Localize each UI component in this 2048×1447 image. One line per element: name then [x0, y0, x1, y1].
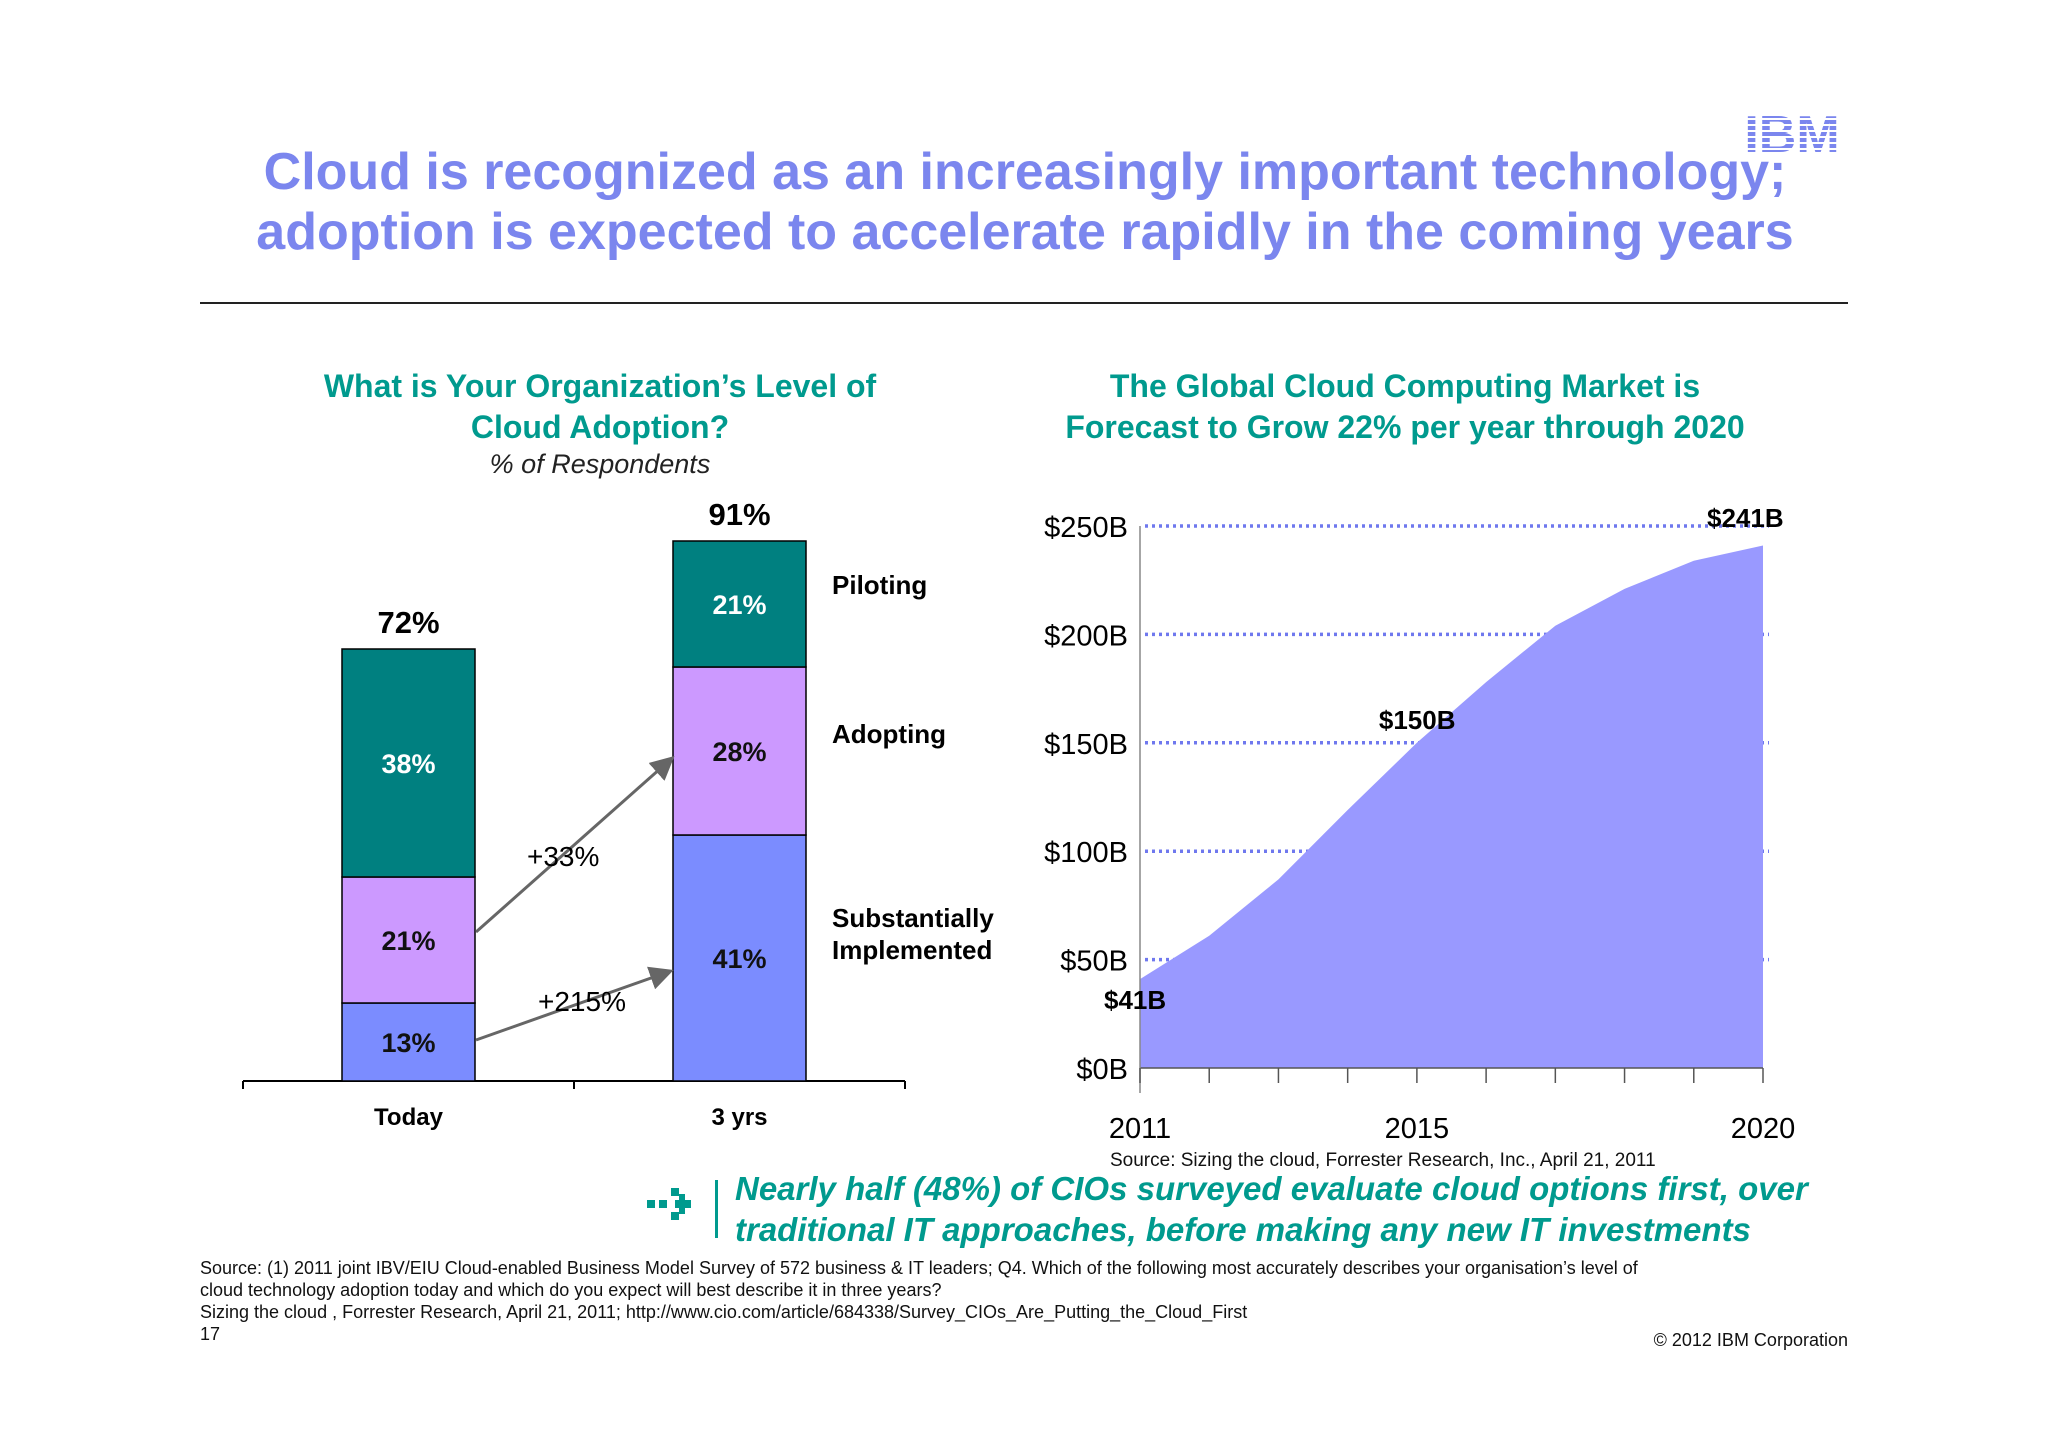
- y-tick-label: $150B: [1044, 729, 1128, 761]
- bar-segment-piloting: [672, 540, 807, 668]
- callout-line-2: traditional IT approaches, before making…: [735, 1211, 1751, 1248]
- segment-label: 21%: [712, 590, 766, 620]
- bar-total: 91%: [708, 497, 770, 532]
- legend-piloting: Piloting: [832, 570, 927, 600]
- ibm-logo: IBM: [1744, 108, 1839, 156]
- source-line-2: cloud technology adoption today and whic…: [200, 1280, 942, 1300]
- footer-source: Source: (1) 2011 joint IBV/EIU Cloud-ena…: [200, 1257, 1850, 1345]
- legend-adopting: Adopting: [832, 719, 946, 749]
- y-tick-label: $200B: [1044, 620, 1128, 652]
- source-line-3: Sizing the cloud , Forrester Research, A…: [200, 1302, 1248, 1322]
- market-source: Source: Sizing the cloud, Forrester Rese…: [1110, 1150, 1656, 1171]
- data-label-2011: $41B: [1104, 985, 1166, 1015]
- segment-label: 21%: [381, 926, 435, 956]
- area-series: [1140, 545, 1763, 1068]
- adoption-subtitle: % of Respondents: [489, 449, 711, 479]
- category-label: Today: [374, 1104, 444, 1131]
- x-tick-label: 2011: [1109, 1113, 1171, 1145]
- title-divider: [200, 302, 1848, 304]
- market-chart-title: The Global Cloud Computing Market is For…: [1000, 366, 1810, 448]
- y-tick-label: $250B: [1044, 512, 1128, 544]
- legend-implemented-line1: Substantially: [832, 903, 994, 933]
- y-tick-label: $0B: [1076, 1054, 1128, 1086]
- x-tick-label: 2015: [1385, 1113, 1450, 1145]
- bar-segment-piloting: [341, 648, 476, 878]
- adoption-chart-title: What is Your Organization’s Level of Clo…: [250, 366, 950, 448]
- title-line-1: Cloud is recognized as an increasingly i…: [263, 143, 1787, 201]
- adoption-title-line-1: What is Your Organization’s Level of: [323, 368, 877, 404]
- segment-label: 38%: [381, 749, 435, 779]
- segment-label: 41%: [712, 944, 766, 974]
- growth-label-adopting: +33%: [527, 841, 599, 872]
- data-label-2015: $150B: [1379, 705, 1456, 735]
- title-line-2: adoption is expected to accelerate rapid…: [256, 203, 1794, 261]
- y-tick-label: $50B: [1060, 946, 1128, 978]
- callout-line-1: Nearly half (48%) of CIOs surveyed evalu…: [735, 1170, 1808, 1207]
- copyright: © 2012 IBM Corporation: [1653, 1330, 1848, 1350]
- segment-label: 28%: [712, 737, 766, 767]
- x-tick-label: 2020: [1731, 1113, 1796, 1145]
- growth-arrow-implemented: [475, 966, 674, 1042]
- market-title-line-1: The Global Cloud Computing Market is: [1109, 368, 1701, 404]
- key-insight-callout: Nearly half (48%) of CIOs surveyed evalu…: [735, 1168, 1808, 1250]
- adoption-title-line-2: Cloud Adoption?: [470, 409, 730, 445]
- source-line-1: Source: (1) 2011 joint IBV/EIU Cloud-ena…: [200, 1258, 1638, 1278]
- growth-label-implemented: +215%: [538, 986, 626, 1017]
- bar-segment-adopting: [341, 876, 476, 1004]
- segment-label: 13%: [381, 1028, 435, 1058]
- market-area-chart: $0B $50B $100B $150B $200B $250B 2011 2015 2020 $…: [1044, 503, 1795, 1145]
- data-label-2020: $241B: [1707, 503, 1784, 533]
- arrow-right-dotted-icon: [647, 1180, 718, 1238]
- slide-title: Cloud is recognized as an increasingly i…: [205, 142, 1845, 262]
- legend-implemented-line2: Implemented: [832, 935, 992, 965]
- growth-arrow-adopting: [475, 756, 675, 934]
- category-label: 3 yrs: [711, 1104, 767, 1131]
- bar-total: 72%: [377, 605, 439, 640]
- page-number: 17: [200, 1324, 221, 1344]
- adoption-bar-chart: 13% 21% 38% 72% Today 41% 28% 21% 91% 3 yrs Piloti…: [242, 497, 994, 1131]
- bar-segment-adopting: [672, 666, 807, 836]
- y-tick-label: $100B: [1044, 837, 1128, 869]
- svg-text:IBM: IBM: [1744, 108, 1839, 156]
- market-title-line-2: Forecast to Grow 22% per year through 20…: [1065, 409, 1745, 445]
- bar-segment-substantially-implemented: [341, 1002, 476, 1082]
